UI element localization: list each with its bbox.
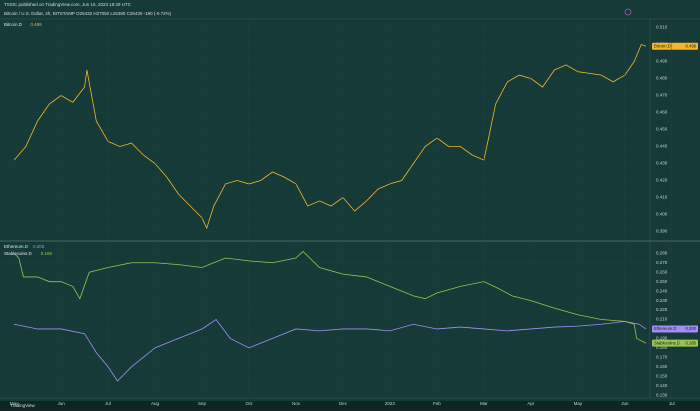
y-tick-label: 0.260 [656,269,668,274]
y-tick-label: 0.130 [656,392,668,397]
price-tag-value: 0.200 [686,326,697,331]
legend-name: Stablecoins.D [4,251,33,256]
y-tick-label: 0.240 [656,288,668,293]
plot [13,250,647,382]
price-tag-name: Stablecoins.D [654,340,680,345]
price-tag [652,325,698,333]
line-series [14,318,647,382]
plot [13,43,647,230]
x-tick-label: Sep [198,401,207,406]
x-tick-label: Jul [669,401,675,406]
line-series [13,250,647,344]
x-tick-label: Nov [292,401,301,406]
legend-value: 0.499 [30,22,42,27]
y-tick-label: 0.230 [656,298,668,303]
x-tick-label: Jun [621,401,629,406]
price-tag-value: 0.185 [686,340,697,345]
symbol-line: Bitcoin / U.S. Dollar, 4h, BITSTAMP O264… [4,11,172,16]
price-tag [652,339,698,347]
y-tick-label: 0.480 [656,76,668,81]
x-tick-label: Jun [57,401,65,406]
price-tag-value: 0.499 [686,43,697,48]
y-tick-label: 0.440 [656,144,668,149]
legend-name: Bitcoin.D [4,22,23,27]
legend-value: 0.185 [41,251,53,256]
y-tick-label: 0.490 [656,59,668,64]
publisher: TSSIC published on TradingView.com, Jun … [4,2,132,7]
x-tick-label: Apr [527,401,535,406]
flag-icon [624,8,632,16]
y-tick-label: 0.170 [656,355,668,360]
y-tick-label: 0.450 [656,127,668,132]
y-tick-label: 0.390 [656,229,668,234]
y-tick-label: 0.250 [656,279,668,284]
x-tick-label: May [574,401,583,406]
price-tag [652,42,698,50]
legend-name: Ethereum.D [4,244,29,249]
y-tick-label: 0.410 [656,195,668,200]
footer-brand: TradingView [10,403,36,408]
y-tick-label: 0.180 [656,345,668,350]
price-tag-name: Bitcoin.D [654,43,671,48]
x-tick-label: 2023 [385,401,396,406]
legend-value: 0.200 [33,244,45,249]
x-tick-label: Jul [105,401,111,406]
x-tick-label: Oct [245,401,253,406]
y-tick-label: 0.190 [656,336,668,341]
x-tick-label: Aug [151,401,160,406]
footer-bar [0,401,700,411]
y-tick-label: 0.430 [656,161,668,166]
y-tick-label: 0.510 [656,25,668,30]
x-tick-label: Mar [480,401,488,406]
y-tick-label: 0.140 [656,383,668,388]
y-tick-label: 0.150 [656,373,668,378]
y-tick-label: 0.210 [656,317,668,322]
y-tick-label: 0.420 [656,178,668,183]
x-tick-label: Dec [339,401,348,406]
y-tick-label: 0.400 [656,212,668,217]
y-tick-label: 0.160 [656,364,668,369]
line-series [13,43,647,230]
y-tick-label: 0.460 [656,110,668,115]
y-tick-label: 0.280 [656,250,668,255]
price-tag-name: Ethereum.D [654,326,676,331]
y-tick-label: 0.270 [656,260,668,265]
y-tick-label: 0.470 [656,93,668,98]
y-tick-label: 0.220 [656,307,668,312]
x-tick-label: Feb [433,401,441,406]
x-tick-label: May [10,401,19,406]
